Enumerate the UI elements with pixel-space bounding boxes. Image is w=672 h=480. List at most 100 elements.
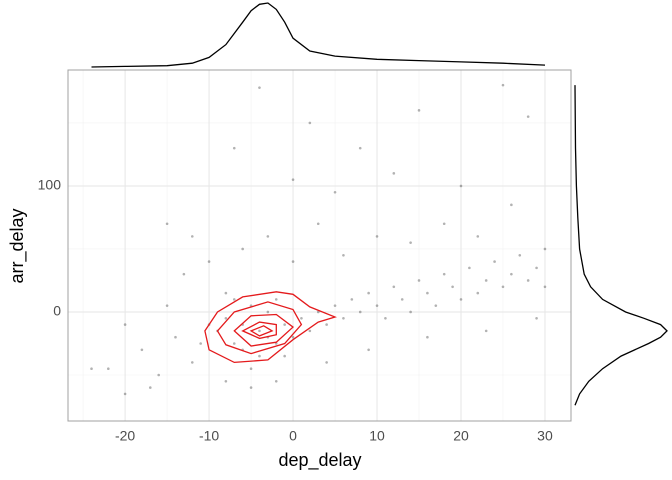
point — [224, 291, 228, 295]
point — [535, 316, 538, 320]
point — [367, 291, 370, 295]
point — [535, 266, 538, 270]
grid — [68, 70, 571, 421]
point — [459, 184, 463, 188]
point — [199, 342, 202, 345]
x-tick-label: 0 — [289, 428, 297, 444]
point — [182, 272, 186, 276]
point — [493, 260, 496, 263]
contour — [233, 313, 295, 347]
point — [526, 279, 530, 282]
point — [123, 323, 127, 326]
point — [409, 310, 412, 314]
point — [417, 109, 421, 112]
point — [157, 373, 160, 377]
point — [484, 279, 488, 282]
point — [249, 386, 253, 389]
point — [417, 279, 421, 282]
point — [426, 335, 429, 339]
point — [543, 285, 547, 289]
point — [274, 298, 278, 301]
point — [224, 379, 228, 383]
x-tick-label: 10 — [369, 428, 385, 444]
point — [90, 367, 93, 370]
point — [300, 316, 303, 320]
point — [442, 272, 446, 276]
point — [384, 316, 387, 320]
point — [232, 342, 236, 345]
point — [543, 247, 547, 251]
panel-border — [67, 69, 572, 422]
point — [232, 298, 236, 301]
point — [249, 367, 253, 370]
y-tick-label: 100 — [38, 177, 62, 193]
point — [283, 354, 286, 358]
point — [358, 310, 362, 314]
point — [165, 304, 169, 307]
point — [434, 304, 438, 307]
point — [342, 316, 345, 320]
point — [291, 335, 295, 339]
point — [308, 329, 312, 333]
contour — [249, 325, 274, 337]
point — [350, 298, 354, 301]
point — [123, 392, 127, 396]
point — [342, 253, 345, 257]
point — [459, 298, 463, 301]
point — [207, 260, 211, 263]
point — [316, 222, 320, 226]
point — [241, 247, 244, 251]
point — [224, 316, 228, 320]
point — [308, 121, 312, 125]
point — [392, 285, 396, 289]
point — [358, 146, 362, 150]
point — [392, 172, 396, 175]
point — [476, 235, 480, 238]
point — [316, 310, 320, 314]
point — [484, 329, 488, 333]
point — [266, 310, 270, 314]
point — [325, 323, 328, 326]
point — [400, 298, 404, 301]
x-axis-title: dep_delay — [278, 450, 361, 471]
point — [283, 323, 286, 326]
top-density — [91, 2, 546, 68]
point — [426, 291, 429, 295]
point — [274, 379, 278, 383]
contour — [216, 301, 303, 355]
panel — [68, 70, 571, 421]
point — [258, 86, 261, 89]
point — [367, 348, 370, 352]
right-density — [574, 85, 668, 406]
point — [510, 203, 513, 207]
point — [232, 146, 236, 150]
point — [190, 361, 194, 364]
point — [409, 241, 412, 244]
point — [165, 222, 169, 226]
point — [140, 348, 144, 352]
y-axis-title: arr_delay — [7, 208, 28, 283]
point — [190, 235, 194, 238]
point — [291, 260, 295, 263]
point — [501, 83, 505, 87]
point — [468, 266, 471, 270]
point — [333, 190, 337, 194]
point — [501, 285, 505, 289]
point — [258, 329, 261, 333]
marks — [90, 83, 547, 396]
point — [518, 253, 522, 257]
point — [333, 304, 337, 307]
point — [291, 178, 295, 181]
point — [451, 285, 454, 289]
point — [258, 354, 261, 358]
x-tick-label: 20 — [453, 428, 469, 444]
point — [325, 361, 328, 364]
point — [375, 304, 379, 307]
point — [148, 386, 152, 389]
point — [442, 222, 446, 226]
point — [107, 367, 110, 370]
contour — [241, 321, 277, 340]
y-tick-label: 0 — [53, 303, 61, 319]
point — [510, 272, 513, 276]
